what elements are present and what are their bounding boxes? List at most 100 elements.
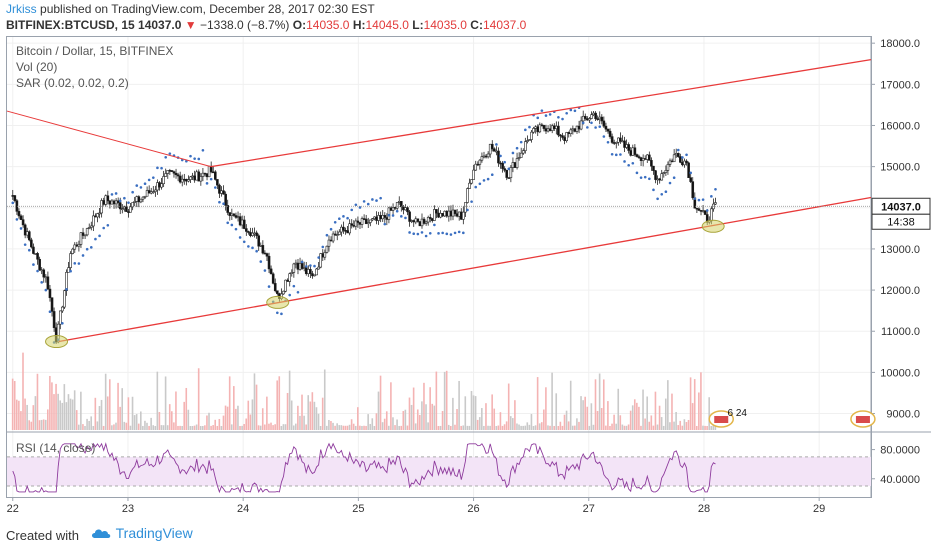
candle — [164, 173, 168, 177]
candle — [472, 169, 475, 180]
candle — [490, 143, 494, 150]
volume-bar — [20, 411, 22, 430]
candle — [259, 245, 263, 247]
candle — [602, 120, 606, 127]
volume-bar — [576, 418, 578, 430]
volume-bar — [208, 412, 210, 430]
volume-bar — [202, 425, 204, 430]
volume-bar — [11, 378, 14, 430]
sar-dot — [598, 125, 602, 128]
sar-dot — [428, 231, 432, 235]
candle — [199, 176, 203, 182]
tradingview-logo[interactable]: TradingView — [90, 525, 193, 541]
candle — [319, 253, 323, 268]
volume-bar — [175, 391, 177, 430]
volume-bar — [501, 425, 504, 430]
candle — [371, 218, 374, 221]
time-tick-label: 26 — [467, 503, 479, 515]
volume-bar — [148, 425, 150, 430]
cloud-icon — [92, 529, 111, 538]
volume-bar — [660, 417, 663, 430]
sar-dot — [375, 199, 378, 202]
volume-bar — [450, 425, 452, 430]
volume-bar — [400, 425, 403, 430]
candle — [517, 157, 521, 159]
sar-dot — [350, 208, 354, 212]
volume-bar — [261, 408, 264, 430]
volume-bar — [222, 415, 225, 430]
sar-dot — [668, 181, 672, 185]
sar-dot — [536, 116, 540, 120]
volume-bar — [334, 425, 336, 430]
volume-bar — [623, 425, 626, 430]
sar-dot — [672, 176, 676, 179]
candle — [505, 169, 509, 178]
volume-bar — [452, 397, 454, 430]
volume-bar — [491, 394, 493, 430]
sar-dot — [247, 245, 250, 248]
volume-bar — [13, 380, 16, 430]
candle — [185, 178, 188, 182]
volume-bar — [375, 413, 378, 430]
sar-dot — [317, 256, 320, 259]
candle — [544, 128, 548, 132]
candle — [676, 153, 680, 157]
volume-bar — [212, 425, 214, 430]
candle — [284, 279, 287, 292]
volume-bar — [303, 415, 305, 430]
sar-dot — [548, 113, 552, 116]
sar-dot — [627, 163, 630, 167]
candle — [689, 177, 692, 182]
candle — [32, 246, 35, 254]
candle — [573, 128, 577, 132]
sar-dot — [383, 222, 387, 226]
sar-dot — [292, 284, 296, 288]
sar-dot — [557, 115, 560, 119]
symbol-label: BITFINEX:BTCUSD, 15 — [6, 18, 135, 32]
volume-bar — [714, 424, 717, 430]
volume-bar — [224, 405, 227, 430]
candle — [300, 263, 304, 269]
sar-dot — [606, 140, 610, 144]
sar-dot — [528, 125, 531, 129]
volume-bar — [191, 425, 194, 430]
candle — [288, 273, 292, 282]
volume-bar — [323, 369, 326, 430]
author-link[interactable]: Jrkiss — [6, 2, 37, 16]
sar-dot — [168, 152, 172, 155]
candle — [364, 218, 368, 225]
sar-dot — [594, 126, 597, 129]
volume-bar — [416, 409, 419, 430]
candle — [652, 165, 655, 171]
candle — [216, 179, 219, 186]
volume-bar — [133, 415, 136, 430]
candle — [648, 154, 651, 161]
candle — [528, 139, 531, 141]
candle — [168, 170, 172, 172]
sar-dot — [19, 227, 23, 230]
vol-legend: Vol (20) — [16, 60, 58, 74]
volume-bar — [280, 426, 283, 430]
sar-dot — [437, 232, 440, 235]
volume-bar — [51, 382, 53, 430]
trendline — [6, 110, 212, 168]
sar-dot — [590, 121, 593, 125]
sar-dot — [209, 177, 213, 181]
volume-bar — [600, 408, 603, 430]
volume-bar — [435, 371, 438, 430]
candle — [457, 211, 461, 217]
sar-dot — [490, 173, 494, 177]
sar-dot — [404, 216, 407, 220]
candle — [265, 253, 269, 257]
volume-bar — [629, 410, 632, 430]
volume-bar — [338, 425, 341, 430]
volume-bar — [392, 417, 394, 430]
volume-bar — [352, 423, 355, 430]
candle — [645, 154, 649, 160]
candle — [668, 160, 672, 165]
candle — [476, 163, 480, 166]
volume-bar — [278, 376, 281, 430]
candle — [104, 195, 108, 205]
volume-bar — [406, 425, 409, 430]
